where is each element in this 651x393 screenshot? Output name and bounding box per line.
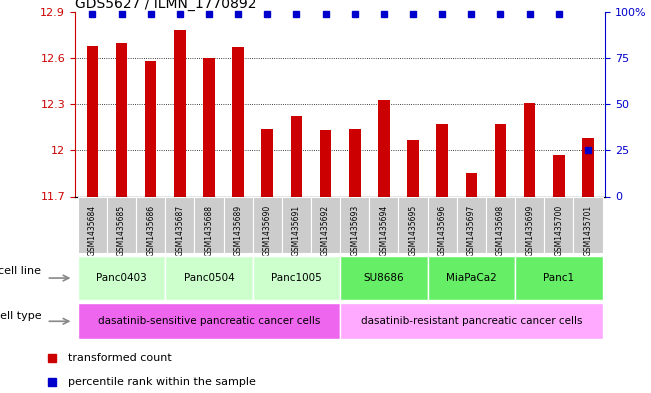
Text: Panc0403: Panc0403 (96, 273, 147, 283)
Text: GSM1435690: GSM1435690 (263, 205, 271, 256)
Bar (349, 129, 361, 196)
Text: Panc1005: Panc1005 (271, 273, 322, 283)
Bar (107, 196, 136, 253)
Text: GSM1435695: GSM1435695 (409, 205, 417, 256)
Bar (544, 196, 574, 253)
Bar (262, 129, 273, 196)
Bar (77, 303, 340, 339)
Bar (77, 196, 107, 253)
Bar (174, 30, 186, 196)
Text: GSM1435691: GSM1435691 (292, 205, 301, 256)
Text: GSM1435684: GSM1435684 (88, 205, 97, 256)
Bar (77, 256, 165, 300)
Text: SU8686: SU8686 (363, 273, 404, 283)
Bar (282, 196, 311, 253)
Text: GSM1435687: GSM1435687 (175, 205, 184, 256)
Bar (340, 303, 603, 339)
Bar (165, 196, 195, 253)
Text: GSM1435696: GSM1435696 (437, 205, 447, 256)
Bar (320, 130, 331, 196)
Bar (136, 196, 165, 253)
Bar (436, 124, 448, 196)
Bar (428, 196, 457, 253)
Bar (253, 196, 282, 253)
Bar (524, 103, 536, 196)
Text: GSM1435693: GSM1435693 (350, 205, 359, 256)
Bar (515, 196, 544, 253)
Bar (428, 256, 515, 300)
Bar (116, 42, 128, 196)
Text: cell line: cell line (0, 266, 41, 276)
Bar (290, 116, 302, 196)
Bar (223, 196, 253, 253)
Bar (515, 256, 603, 300)
Text: GSM1435688: GSM1435688 (204, 205, 214, 256)
Text: cell type: cell type (0, 311, 41, 321)
Bar (369, 196, 398, 253)
Text: GDS5627 / ILMN_1770892: GDS5627 / ILMN_1770892 (75, 0, 256, 11)
Text: GSM1435686: GSM1435686 (146, 205, 155, 256)
Bar (574, 196, 603, 253)
Text: dasatinib-sensitive pancreatic cancer cells: dasatinib-sensitive pancreatic cancer ce… (98, 316, 320, 326)
Text: GSM1435689: GSM1435689 (234, 205, 243, 256)
Bar (465, 173, 477, 196)
Bar (203, 58, 215, 196)
Bar (553, 155, 564, 196)
Bar (145, 61, 156, 196)
Text: GSM1435694: GSM1435694 (380, 205, 389, 256)
Text: percentile rank within the sample: percentile rank within the sample (68, 377, 256, 387)
Text: dasatinib-resistant pancreatic cancer cells: dasatinib-resistant pancreatic cancer ce… (361, 316, 582, 326)
Bar (457, 196, 486, 253)
Text: transformed count: transformed count (68, 353, 172, 363)
Text: GSM1435698: GSM1435698 (496, 205, 505, 256)
Bar (340, 196, 369, 253)
Bar (398, 196, 428, 253)
Bar (582, 138, 594, 196)
Text: GSM1435692: GSM1435692 (321, 205, 330, 256)
Bar (378, 99, 390, 196)
Text: GSM1435697: GSM1435697 (467, 205, 476, 256)
Text: GSM1435701: GSM1435701 (583, 205, 592, 256)
Bar (165, 256, 253, 300)
Text: Panc0504: Panc0504 (184, 273, 234, 283)
Bar (340, 256, 428, 300)
Text: GSM1435700: GSM1435700 (554, 205, 563, 256)
Bar (311, 196, 340, 253)
Bar (232, 47, 244, 196)
Bar (407, 140, 419, 196)
Bar (486, 196, 515, 253)
Bar (87, 46, 98, 196)
Text: Panc1: Panc1 (543, 273, 574, 283)
Text: GSM1435685: GSM1435685 (117, 205, 126, 256)
Text: GSM1435699: GSM1435699 (525, 205, 534, 256)
Bar (253, 256, 340, 300)
Text: MiaPaCa2: MiaPaCa2 (446, 273, 497, 283)
Bar (195, 196, 223, 253)
Bar (495, 124, 506, 196)
